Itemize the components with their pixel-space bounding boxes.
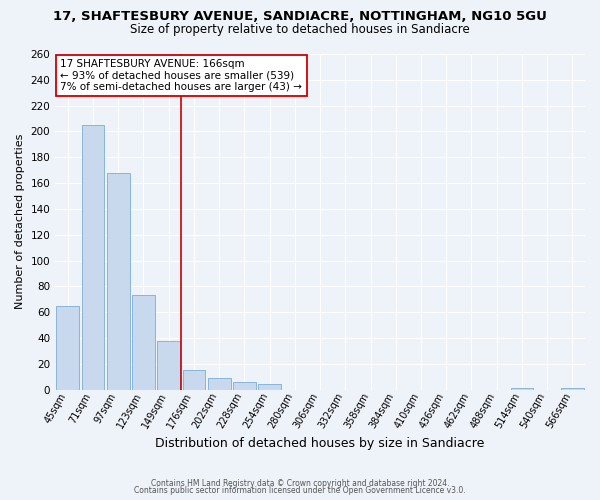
Y-axis label: Number of detached properties: Number of detached properties	[15, 134, 25, 310]
Bar	[233, 382, 256, 390]
Text: 17 SHAFTESBURY AVENUE: 166sqm
← 93% of detached houses are smaller (539)
7% of s: 17 SHAFTESBURY AVENUE: 166sqm ← 93% of d…	[61, 59, 302, 92]
Bar	[82, 125, 104, 390]
Text: Contains HM Land Registry data © Crown copyright and database right 2024.: Contains HM Land Registry data © Crown c…	[151, 478, 449, 488]
X-axis label: Distribution of detached houses by size in Sandiacre: Distribution of detached houses by size …	[155, 437, 485, 450]
Text: Size of property relative to detached houses in Sandiacre: Size of property relative to detached ho…	[130, 22, 470, 36]
Text: 17, SHAFTESBURY AVENUE, SANDIACRE, NOTTINGHAM, NG10 5GU: 17, SHAFTESBURY AVENUE, SANDIACRE, NOTTI…	[53, 10, 547, 23]
Bar	[561, 388, 584, 390]
Bar	[182, 370, 205, 390]
Bar	[157, 340, 180, 390]
Text: Contains public sector information licensed under the Open Government Licence v3: Contains public sector information licen…	[134, 486, 466, 495]
Bar	[208, 378, 230, 390]
Bar	[132, 296, 155, 390]
Bar	[258, 384, 281, 390]
Bar	[107, 172, 130, 390]
Bar	[56, 306, 79, 390]
Bar	[511, 388, 533, 390]
